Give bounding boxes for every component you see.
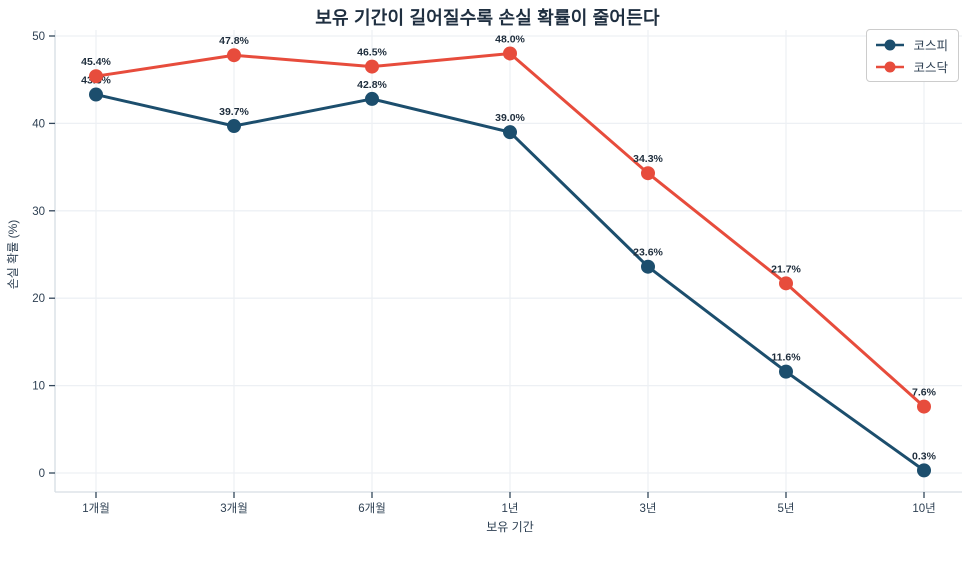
y-tick-label: 0	[39, 468, 45, 480]
point-kosdaq-2	[365, 59, 379, 74]
y-tick-label: 30	[32, 206, 45, 218]
point-kospi-3	[503, 125, 517, 140]
x-tick-label: 6개월	[358, 502, 386, 515]
legend-dot	[884, 39, 896, 50]
point-kospi-4	[641, 259, 655, 274]
data-label-kosdaq-5: 21.7%	[771, 263, 801, 275]
legend-item-kospi: 코스피	[875, 35, 948, 54]
data-label-kosdaq-4: 34.3%	[633, 153, 663, 165]
y-tick-label: 50	[32, 31, 45, 43]
data-label-kosdaq-1: 47.8%	[219, 35, 249, 47]
data-label-kosdaq-2: 46.5%	[357, 47, 387, 59]
data-label-kospi-3: 39.0%	[495, 112, 525, 124]
x-tick-label: 5년	[778, 502, 795, 515]
x-tick-label: 1년	[502, 502, 519, 515]
point-kosdaq-3	[503, 46, 517, 61]
data-label-kosdaq-3: 48.0%	[495, 33, 525, 45]
data-label-kospi-6: 0.3%	[912, 450, 937, 462]
legend-dot	[884, 61, 896, 72]
data-label-kosdaq-6: 7.6%	[912, 387, 937, 399]
point-kospi-2	[365, 91, 379, 106]
data-label-kosdaq-0: 45.4%	[81, 56, 111, 68]
legend-label-kospi: 코스피	[913, 39, 948, 53]
legend-label-kosdaq: 코스닥	[913, 61, 948, 75]
data-label-kospi-1: 39.7%	[219, 106, 249, 118]
point-kospi-1	[227, 119, 241, 134]
point-kospi-6	[917, 463, 931, 478]
data-label-kospi-2: 42.8%	[357, 79, 387, 91]
point-kosdaq-6	[917, 399, 931, 414]
legend-marker-kospi	[876, 39, 905, 50]
legend-item-kosdaq: 코스닥	[875, 57, 948, 76]
x-tick-label: 3년	[640, 502, 657, 515]
legend-marker-kosdaq	[876, 61, 905, 72]
point-kosdaq-0	[89, 69, 103, 84]
data-label-kospi-5: 11.6%	[771, 352, 801, 364]
data-label-kospi-4: 23.6%	[633, 247, 663, 259]
point-kospi-5	[779, 364, 793, 379]
point-kosdaq-5	[779, 276, 793, 291]
x-tick-label: 3개월	[220, 502, 248, 515]
point-kosdaq-1	[227, 48, 241, 63]
y-tick-label: 10	[32, 381, 45, 393]
x-tick-label: 1개월	[82, 502, 110, 515]
y-tick-label: 40	[32, 118, 45, 130]
point-kosdaq-4	[641, 166, 655, 181]
x-axis-title: 보유 기간	[486, 520, 534, 534]
x-tick-label: 10년	[912, 502, 935, 515]
y-axis-title: 손실 확률 (%)	[6, 220, 20, 290]
point-kospi-0	[89, 87, 103, 102]
chart-title: 보유 기간이 길어질수록 손실 확률이 줄어든다	[315, 8, 660, 28]
y-tick-label: 20	[32, 293, 45, 305]
